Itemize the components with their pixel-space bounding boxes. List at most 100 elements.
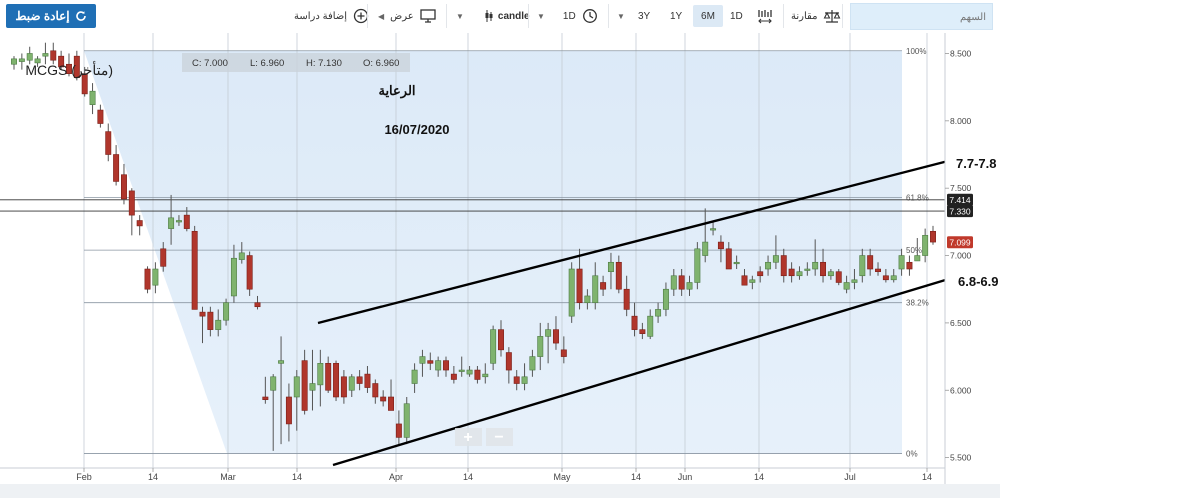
candle-body xyxy=(466,369,473,375)
candle-body xyxy=(388,396,394,411)
add-study-button[interactable]: إضافة دراسة xyxy=(294,5,369,27)
zoom-out-button[interactable]: − xyxy=(486,428,513,446)
candle-body xyxy=(647,315,654,337)
candle-body xyxy=(875,268,881,273)
candle-body xyxy=(50,50,57,61)
price-marker xyxy=(947,193,973,206)
candle-body xyxy=(607,261,614,273)
candle-body xyxy=(553,329,559,344)
range-3y-button[interactable]: 3Y xyxy=(638,5,650,27)
candle-body xyxy=(168,217,175,229)
interval-label: 1D xyxy=(562,10,576,22)
candle-body xyxy=(160,248,167,267)
fib-level-label: 61.8% xyxy=(906,194,929,203)
candle-body xyxy=(411,369,418,384)
candle-body xyxy=(513,376,520,384)
candle-body xyxy=(246,255,253,290)
y-tick-label: 7.000 xyxy=(950,251,972,261)
toolbar-divider xyxy=(842,4,843,28)
candle-body xyxy=(780,255,787,277)
candle-body xyxy=(238,252,245,260)
candle-body xyxy=(26,53,33,61)
candle-body xyxy=(694,248,701,283)
candle-body xyxy=(662,288,669,310)
candle-body xyxy=(230,257,237,297)
price-marker-label: 7.330 xyxy=(949,206,971,216)
toolbar-divider xyxy=(446,4,447,28)
candle-icon xyxy=(485,10,493,22)
channel-upper-label: 7.7-7.8 xyxy=(956,156,996,171)
chart-footer-bar xyxy=(0,484,1000,498)
scale-icon xyxy=(824,10,841,23)
x-axis: Feb 14 Mar 14 Apr 14 May 14 Jun 14 Jul 14 xyxy=(0,467,945,482)
x-tick-label: 14 xyxy=(292,472,302,482)
candle-body xyxy=(458,369,465,372)
candle-body xyxy=(435,360,442,371)
candle-body xyxy=(105,131,112,155)
chart-type-dropdown[interactable]: ▼ candle xyxy=(456,5,530,27)
candle-body xyxy=(199,311,206,317)
candle-body xyxy=(348,376,355,391)
reset-button[interactable]: إعادة ضبط xyxy=(6,4,96,28)
fib-level-label: 0% xyxy=(906,450,918,459)
toolbar-divider xyxy=(528,4,529,28)
candle-body xyxy=(144,268,151,290)
candle-body xyxy=(474,369,481,380)
candle-body xyxy=(66,63,72,74)
candle-body xyxy=(804,268,811,271)
range-1d-button[interactable]: 1D xyxy=(730,5,743,27)
candle-body xyxy=(293,376,300,398)
candle-body xyxy=(733,261,740,265)
x-tick-label: 14 xyxy=(922,472,932,482)
fit-range-icon xyxy=(758,10,772,24)
range-6m-button[interactable]: 6M xyxy=(693,5,723,27)
candle-body xyxy=(922,235,929,256)
fibonacci-retracement-area xyxy=(84,50,902,454)
candle-body xyxy=(152,268,159,286)
candle-body xyxy=(325,363,332,391)
candle-body xyxy=(835,271,842,283)
range-1y-button[interactable]: 1Y xyxy=(670,5,682,27)
candle-body xyxy=(890,275,897,281)
candle-body xyxy=(584,295,591,303)
fibonacci-levels: 100% 61.8% 50% 38.2% 0% xyxy=(84,47,929,459)
compare-label: مقارنة xyxy=(791,10,818,22)
toolbar-divider xyxy=(783,4,784,28)
display-button[interactable]: ◀ عرض xyxy=(378,5,436,27)
candle-body xyxy=(128,190,135,216)
fit-range-button[interactable] xyxy=(757,5,773,27)
candle-body xyxy=(678,275,685,290)
price-chart[interactable]: 100% 61.8% 50% 38.2% 0% 5.500 6.000 6.500 7.000… xyxy=(0,33,1010,484)
symbol-search-field[interactable] xyxy=(850,3,993,30)
symbol-search-input[interactable] xyxy=(851,11,988,24)
candle-body xyxy=(380,396,387,402)
candle-body xyxy=(930,230,936,243)
price-marker-label: 7.414 xyxy=(949,195,971,205)
chart-toolbar: إعادة ضبط إضافة دراسة ◀ عرض ▼ candle ▼ 1… xyxy=(0,0,1000,34)
candle-body xyxy=(490,329,497,364)
candle-body xyxy=(364,373,371,388)
x-tick-label: 14 xyxy=(148,472,158,482)
fib-level-label: 38.2% xyxy=(906,299,929,308)
x-tick-label: 14 xyxy=(463,472,473,482)
y-tick-label: 8.000 xyxy=(950,116,972,126)
candle-body xyxy=(741,275,748,286)
candle-body xyxy=(639,329,646,334)
candle-body xyxy=(725,248,732,270)
candle-body xyxy=(270,376,277,391)
zoom-in-button[interactable]: + xyxy=(455,428,482,446)
price-marker-label: 7.099 xyxy=(949,237,971,247)
y-tick-label: 5.500 xyxy=(950,453,972,463)
candle-body xyxy=(191,230,198,310)
toolbar-divider xyxy=(608,4,609,28)
interval-dropdown[interactable]: ▼ 1D xyxy=(537,5,598,27)
annotation-title: الرعاية xyxy=(378,83,415,99)
range-dropdown[interactable]: ▼ xyxy=(617,5,625,27)
candle-body xyxy=(820,261,827,277)
ohlc-low: L: 6.960 xyxy=(250,58,284,69)
candle-body xyxy=(262,396,269,400)
candle-body xyxy=(120,174,127,200)
candle-body xyxy=(615,261,622,290)
ohlc-readout-box xyxy=(182,53,410,72)
compare-button[interactable]: مقارنة xyxy=(791,5,841,27)
